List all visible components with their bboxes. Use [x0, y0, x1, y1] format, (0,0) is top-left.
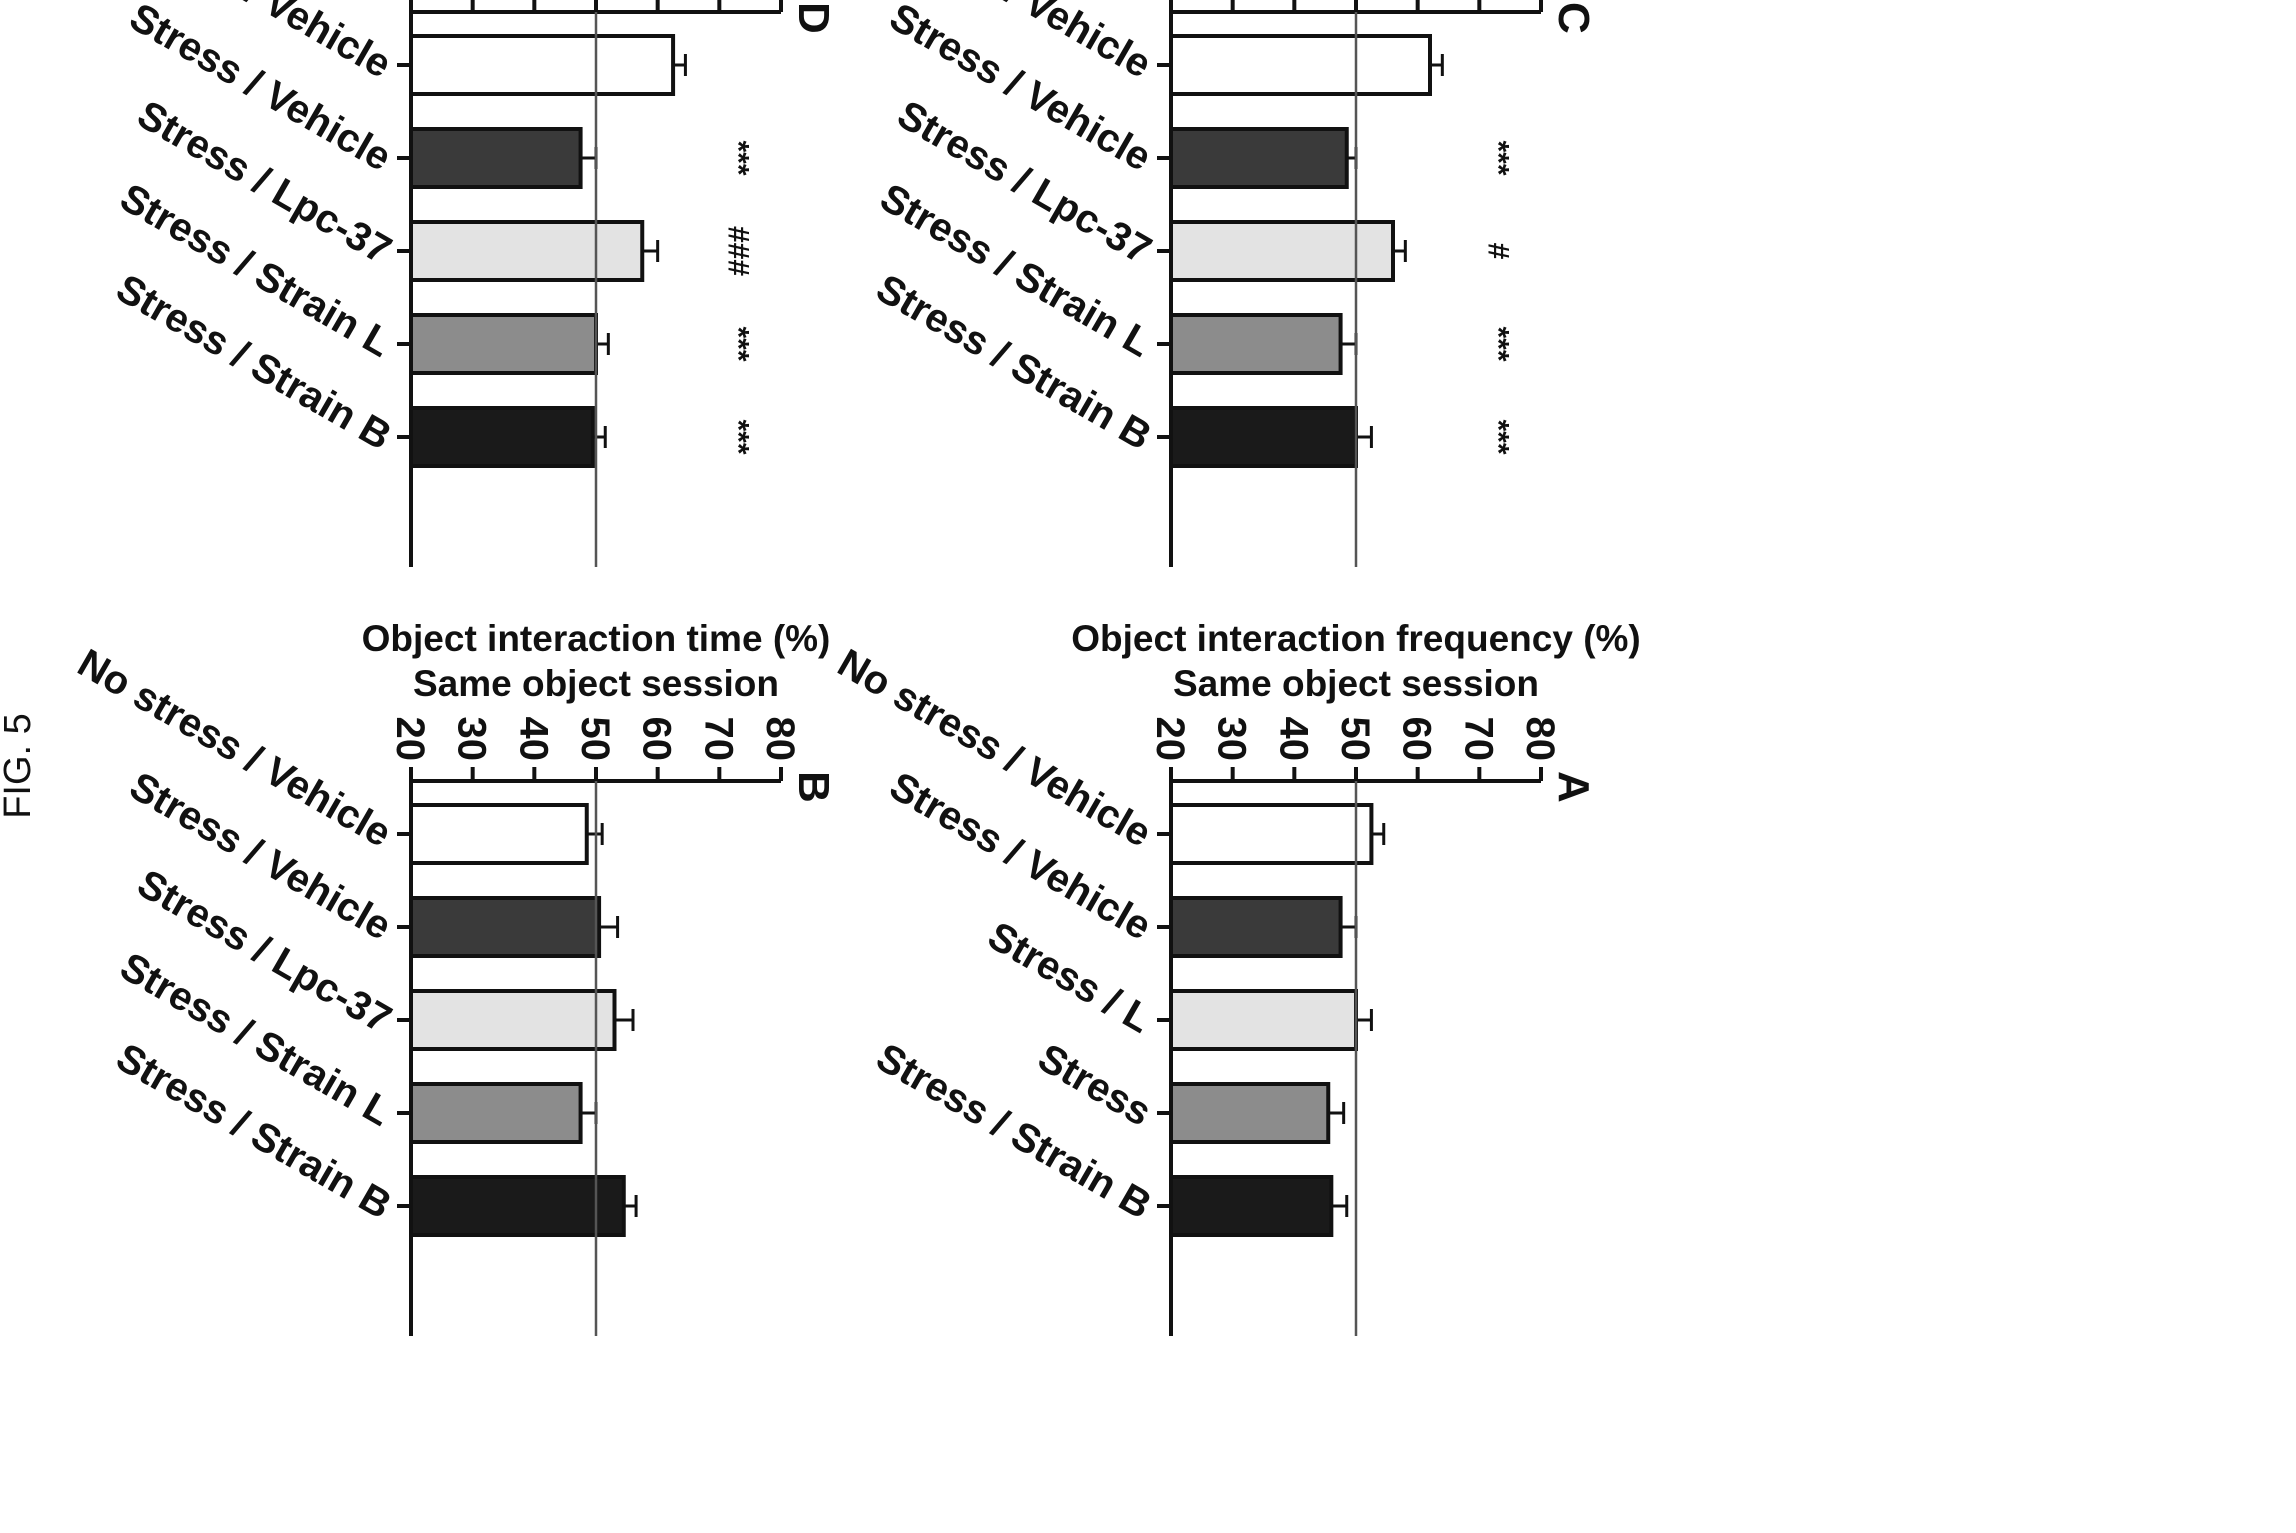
significance-label: # — [1482, 243, 1515, 260]
bar-d-5 — [408, 406, 595, 468]
significance-label: *** — [1482, 326, 1515, 361]
y-axis-title: Object interaction time (%) — [362, 618, 831, 659]
y-tick-label: 50 — [1333, 717, 1377, 762]
bar-c-2 — [1169, 127, 1349, 189]
panels-root: 20 30 40 50 60 70 80 Object interaction frequen… — [70, 0, 1641, 1336]
panel-letter: D — [789, 2, 838, 34]
y-tick-label: 80 — [1518, 717, 1562, 762]
bar-d-2 — [409, 127, 583, 189]
category-label: Stress / Strain B — [869, 1035, 1159, 1228]
significance-label: *** — [722, 326, 755, 361]
significance-label: *** — [1482, 419, 1515, 454]
category-label: Stress / Strain B — [109, 1035, 399, 1228]
bars — [408, 34, 687, 468]
bar-a-1 — [1169, 803, 1374, 865]
bar-d-4 — [409, 313, 598, 375]
bar-c-5 — [1169, 406, 1358, 468]
bar-b-5 — [409, 1175, 626, 1237]
category-label: Stress / Vehicle — [122, 764, 398, 949]
y-tick-label: 60 — [635, 717, 679, 762]
bar-b-2 — [409, 896, 602, 958]
bar-a-3 — [1169, 989, 1358, 1051]
category-label: Stress / Strain B — [869, 266, 1159, 459]
bar-c-1 — [1169, 34, 1432, 96]
bar-c-4 — [1168, 313, 1343, 375]
y-tick-label: 70 — [696, 717, 740, 762]
y-tick-label: 70 — [1456, 717, 1500, 762]
bar-a-2 — [1168, 896, 1343, 958]
bar-a-5 — [1168, 1175, 1334, 1237]
category-label: Stress — [1031, 1036, 1159, 1135]
panel-letter: B — [789, 771, 838, 803]
bars — [1168, 803, 1386, 1237]
y-tick-label: 30 — [1210, 717, 1254, 762]
y-tick-label: 50 — [573, 717, 617, 762]
bars — [409, 803, 638, 1237]
panel-d: 20304050607080Novel object interaction t… — [70, 0, 838, 567]
panel-c: 20304050607080Novel object interaction f… — [830, 0, 1598, 567]
significance-label: *** — [722, 419, 755, 454]
significance-label: *** — [722, 140, 755, 175]
bar-b-3 — [409, 989, 617, 1051]
category-label: Stress / Vehicle — [882, 764, 1158, 949]
y-axis-subtitle: Same object session — [413, 663, 779, 704]
y-tick-label: 20 — [388, 717, 432, 762]
bar-d-1 — [409, 34, 676, 96]
panel-letter: A — [1549, 771, 1598, 803]
bar-b-1 — [409, 803, 589, 865]
y-tick-label: 60 — [1395, 717, 1439, 762]
y-tick-label: 80 — [758, 717, 802, 762]
bars — [1168, 34, 1444, 468]
y-tick-label: 30 — [450, 717, 494, 762]
y-tick-label: 20 — [1148, 717, 1192, 762]
figure-title: FIG. 5 — [0, 713, 39, 819]
bar-b-4 — [409, 1082, 583, 1144]
significance-label: *** — [1482, 140, 1515, 175]
panel-letter: C — [1549, 2, 1598, 34]
y-tick-label: 40 — [511, 717, 555, 762]
bar-c-3 — [1169, 220, 1395, 282]
significance-label: ### — [722, 226, 755, 276]
y-tick-label: 40 — [1271, 717, 1315, 762]
bar-d-3 — [409, 220, 645, 282]
category-label: Stress / Strain B — [109, 266, 399, 459]
panel-b: 20 30 40 50 60 70 80 Object interaction time (%… — [70, 618, 838, 1336]
y-axis-title: Object interaction frequency (%) — [1071, 618, 1641, 659]
y-axis-subtitle: Same object session — [1173, 663, 1539, 704]
bar-a-4 — [1169, 1082, 1331, 1144]
panel-a: 20 30 40 50 60 70 80 Object interaction frequen… — [830, 618, 1641, 1336]
